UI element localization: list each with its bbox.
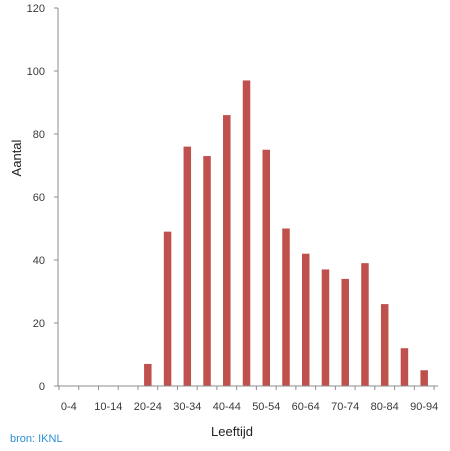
bar-50-54	[262, 149, 271, 386]
bar-90-94	[420, 370, 428, 386]
x-tick-label: 50-54	[252, 401, 280, 413]
x-axis-ticks: 0-4 10-14 20-24 30-34 40-44 50-54 60-64 70-74 80…	[58, 386, 438, 413]
bar-85-89	[400, 348, 409, 386]
bar-80-84	[380, 304, 389, 386]
bar-70-74	[341, 278, 349, 386]
bar-45-49	[242, 80, 251, 386]
x-tick-label: 70-74	[331, 401, 359, 413]
y-tick-label: 0	[39, 381, 45, 393]
x-tick-label: 0-4	[61, 401, 77, 413]
x-tick-label: 10-14	[94, 401, 122, 413]
bar-35-39	[203, 156, 211, 386]
x-tick-label: 20-24	[134, 401, 162, 413]
y-tick-label: 100	[27, 66, 45, 78]
bar-30-34	[183, 146, 192, 386]
bar-25-29	[163, 231, 172, 386]
x-tick-label: 40-44	[213, 401, 241, 413]
x-tick-label: 80-84	[371, 401, 399, 413]
bar-60-64	[301, 253, 310, 386]
y-tick-label: 60	[33, 192, 45, 204]
x-axis-title: Leeftijd	[211, 424, 253, 439]
source-label: bron: IKNL	[10, 433, 63, 445]
y-axis-ticks: 0 20 40 60 80 100 120	[27, 3, 58, 393]
bar-40-44	[223, 115, 231, 386]
y-tick-label: 120	[27, 3, 45, 15]
bar-55-59	[282, 228, 290, 386]
x-tick-label: 30-34	[173, 401, 201, 413]
x-tick-label: 90-94	[410, 401, 438, 413]
bars-group	[144, 80, 428, 386]
y-tick-label: 20	[33, 318, 45, 330]
y-tick-label: 80	[33, 129, 45, 141]
bar-75-79	[361, 263, 369, 386]
y-tick-label: 40	[33, 255, 45, 267]
bar-65-69	[321, 269, 330, 386]
bar-20-24	[144, 363, 152, 386]
x-tick-label: 60-64	[292, 401, 320, 413]
y-axis-title: Aantal	[9, 139, 24, 176]
